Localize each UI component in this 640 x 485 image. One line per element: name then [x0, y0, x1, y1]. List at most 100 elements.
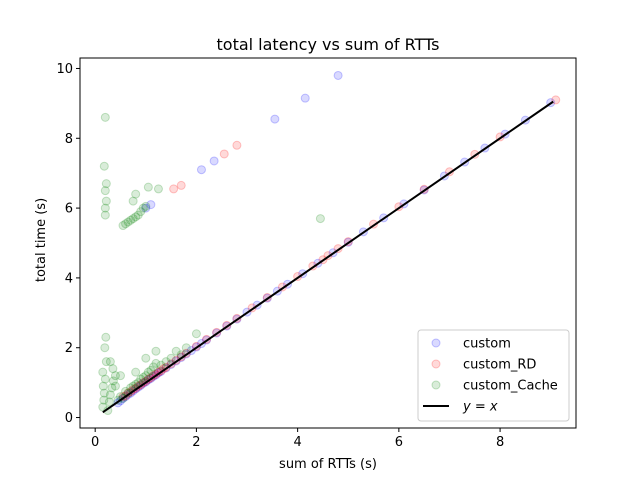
x-axis-label: sum of RTTs (s)	[279, 457, 377, 472]
x-tick-label-2: 2	[192, 435, 200, 450]
point-custom_Cache-61	[141, 201, 151, 211]
point-custom_Cache-56	[128, 214, 138, 224]
point-custom_Cache-29	[146, 365, 156, 375]
legend-label-custom: custom	[463, 337, 511, 352]
point-custom_Cache-44	[151, 346, 161, 356]
point-custom_Cache-31	[151, 358, 161, 368]
point-custom_Cache-27	[141, 371, 151, 381]
point-custom_Cache-11	[105, 390, 115, 400]
point-custom_Cache-58	[133, 210, 143, 220]
point-custom_Cache-14	[110, 371, 120, 381]
legend-marker-custom_Cache	[431, 380, 441, 390]
y-tick-label-10: 10	[56, 62, 73, 77]
legend-box	[417, 329, 570, 422]
reference-line-layer	[102, 100, 554, 414]
point-custom_Cache-2	[99, 388, 109, 398]
y-tick-label-8: 8	[65, 132, 73, 147]
point-custom_Cache-51	[100, 112, 110, 122]
point-custom_Cache-65	[153, 184, 163, 194]
point-custom_RD-45	[219, 149, 229, 159]
point-custom_Cache-1	[99, 395, 109, 405]
point-custom_Cache-43	[131, 367, 141, 377]
point-custom_Cache-10	[104, 397, 114, 407]
point-custom_Cache-57	[131, 212, 141, 222]
point-custom_Cache-0	[98, 402, 108, 412]
x-tick-label-4: 4	[293, 435, 301, 450]
point-custom-55	[333, 70, 343, 80]
point-custom_Cache-46	[100, 203, 110, 213]
point-custom_RD-43	[169, 184, 179, 194]
plot-frame	[79, 57, 577, 429]
point-custom_Cache-25	[136, 374, 146, 384]
point-custom_Cache-53	[121, 219, 131, 229]
point-custom_Cache-23	[131, 379, 141, 389]
point-custom-51	[196, 165, 206, 175]
point-custom-54	[300, 93, 310, 103]
y-tick-label-0: 0	[65, 411, 73, 426]
point-custom_Cache-42	[110, 381, 120, 391]
point-custom_Cache-39	[141, 353, 151, 363]
point-custom_Cache-22	[128, 381, 138, 391]
point-custom_Cache-59	[136, 207, 146, 217]
y-axis-label: total time (s)	[34, 198, 49, 282]
point-custom_Cache-33	[161, 357, 171, 367]
point-custom_Cache-19	[121, 386, 131, 396]
point-custom_Cache-37	[181, 343, 191, 353]
point-custom_Cache-48	[100, 186, 110, 196]
point-custom_Cache-15	[108, 364, 118, 374]
point-custom_Cache-62	[128, 196, 138, 206]
point-custom_Cache-30	[148, 362, 158, 372]
legend-marker-custom_RD	[431, 359, 441, 369]
point-custom_Cache-13	[108, 376, 118, 386]
y-tick-label-6: 6	[65, 202, 73, 217]
x-tick-label-0: 0	[91, 435, 99, 450]
point-custom_RD-42	[551, 95, 561, 105]
point-custom_Cache-21	[126, 383, 136, 393]
point-custom_Cache-38	[191, 329, 201, 339]
point-custom_RD-46	[232, 140, 242, 150]
legend-marker-custom	[431, 338, 441, 348]
point-custom_Cache-49	[101, 179, 111, 189]
axis-ticks: 0 2 4 6 8 0 2 4 6 8 10	[56, 62, 504, 450]
point-custom_Cache-6	[101, 357, 111, 367]
point-custom_Cache-7	[100, 343, 110, 353]
point-custom_Cache-28	[143, 367, 153, 377]
point-custom_Cache-24	[133, 378, 143, 388]
point-custom_Cache-8	[101, 332, 111, 342]
point-custom_RD-44	[176, 180, 186, 190]
point-custom_Cache-41	[115, 371, 125, 381]
point-custom_Cache-54	[123, 217, 133, 227]
point-custom_Cache-50	[99, 161, 109, 171]
point-custom_Cache-26	[138, 372, 148, 382]
point-custom_Cache-4	[100, 374, 110, 384]
legend-label-custom_RD: custom_RD	[463, 358, 536, 373]
legend-label-custom_Cache: custom_Cache	[463, 379, 558, 394]
point-custom-50	[146, 200, 156, 210]
point-custom-49	[141, 203, 151, 213]
point-custom_Cache-47	[101, 196, 111, 206]
point-custom_Cache-35	[171, 346, 181, 356]
point-custom_Cache-63	[131, 189, 141, 199]
point-custom_Cache-12	[107, 383, 117, 393]
x-tick-label-8: 8	[496, 435, 504, 450]
chart-title: total latency vs sum of RTTs	[217, 35, 440, 54]
x-tick-label-6: 6	[395, 435, 403, 450]
legend-label-reference-line: y = x	[462, 400, 498, 415]
point-custom_Cache-55	[126, 215, 136, 225]
point-custom_Cache-5	[98, 367, 108, 377]
point-custom_Cache-52	[118, 221, 128, 231]
point-custom_Cache-32	[156, 360, 166, 370]
point-custom_Cache-34	[166, 353, 176, 363]
point-custom-52	[209, 156, 219, 166]
point-custom_Cache-45	[100, 210, 110, 220]
point-custom_Cache-3	[98, 381, 108, 391]
point-custom_Cache-64	[143, 182, 153, 192]
y-tick-label-2: 2	[65, 341, 73, 356]
point-custom_Cache-66	[315, 214, 325, 224]
point-custom_Cache-40	[105, 357, 115, 367]
point-custom_Cache-60	[138, 203, 148, 213]
y-tick-label-4: 4	[65, 271, 73, 286]
